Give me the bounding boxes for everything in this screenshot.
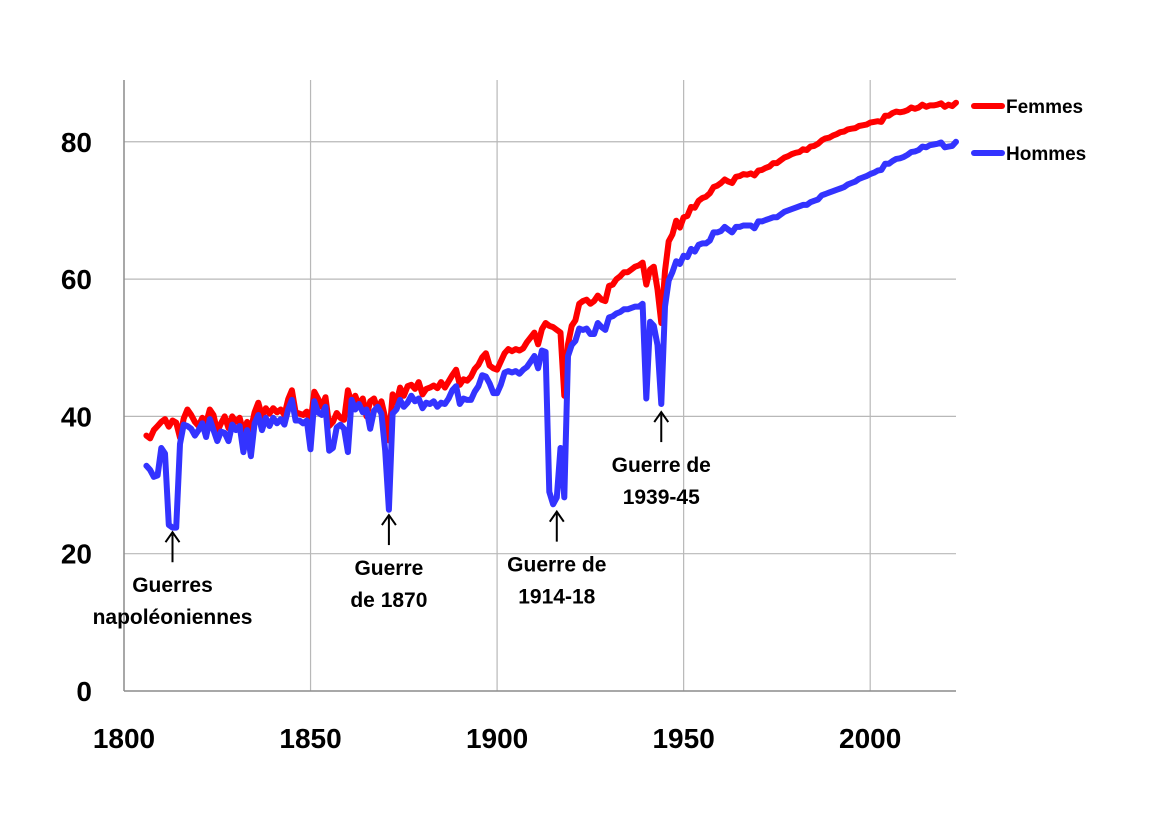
series-lines [143, 99, 959, 531]
annotation-label: 1939-45 [623, 486, 700, 509]
annotation-label: Guerre [354, 557, 423, 580]
x-tick-label: 1900 [466, 723, 528, 754]
annotation-label: Guerre de [507, 554, 606, 577]
y-tick-label: 0 [76, 676, 92, 707]
x-tick-label: 1800 [93, 723, 155, 754]
annotation-label: napoléoniennes [93, 606, 253, 629]
x-tick-label: 2000 [839, 723, 901, 754]
legend-label: Hommes [1006, 144, 1086, 165]
annotation-label: Guerre de [612, 454, 711, 477]
annotation-arrowhead [653, 410, 670, 423]
annotation-arrowhead [548, 509, 565, 523]
y-tick-label: 20 [61, 539, 92, 570]
legend: Femmes Hommes [971, 97, 1086, 165]
series-line-femmes [143, 99, 959, 444]
x-tick-label: 1850 [279, 723, 341, 754]
axes: 0 20 40 60 80 1800 1850 1900 1950 2000 [61, 80, 956, 754]
series-line-hommes [143, 138, 959, 531]
annotation-label: 1914-18 [518, 586, 595, 609]
y-tick-label: 40 [61, 401, 92, 432]
y-tick-label: 60 [61, 264, 92, 295]
annotation-arrowhead [381, 513, 397, 526]
annotation-label: de 1870 [350, 589, 427, 612]
y-tick-label: 80 [61, 127, 92, 158]
annotations: Guerres napoléoniennes Guerre de 1870 Guerre… [93, 410, 711, 629]
x-tick-label: 1950 [652, 723, 714, 754]
annotation-arrowhead [164, 530, 181, 543]
annotation-label: Guerres [132, 574, 213, 597]
legend-label: Femmes [1006, 97, 1083, 118]
